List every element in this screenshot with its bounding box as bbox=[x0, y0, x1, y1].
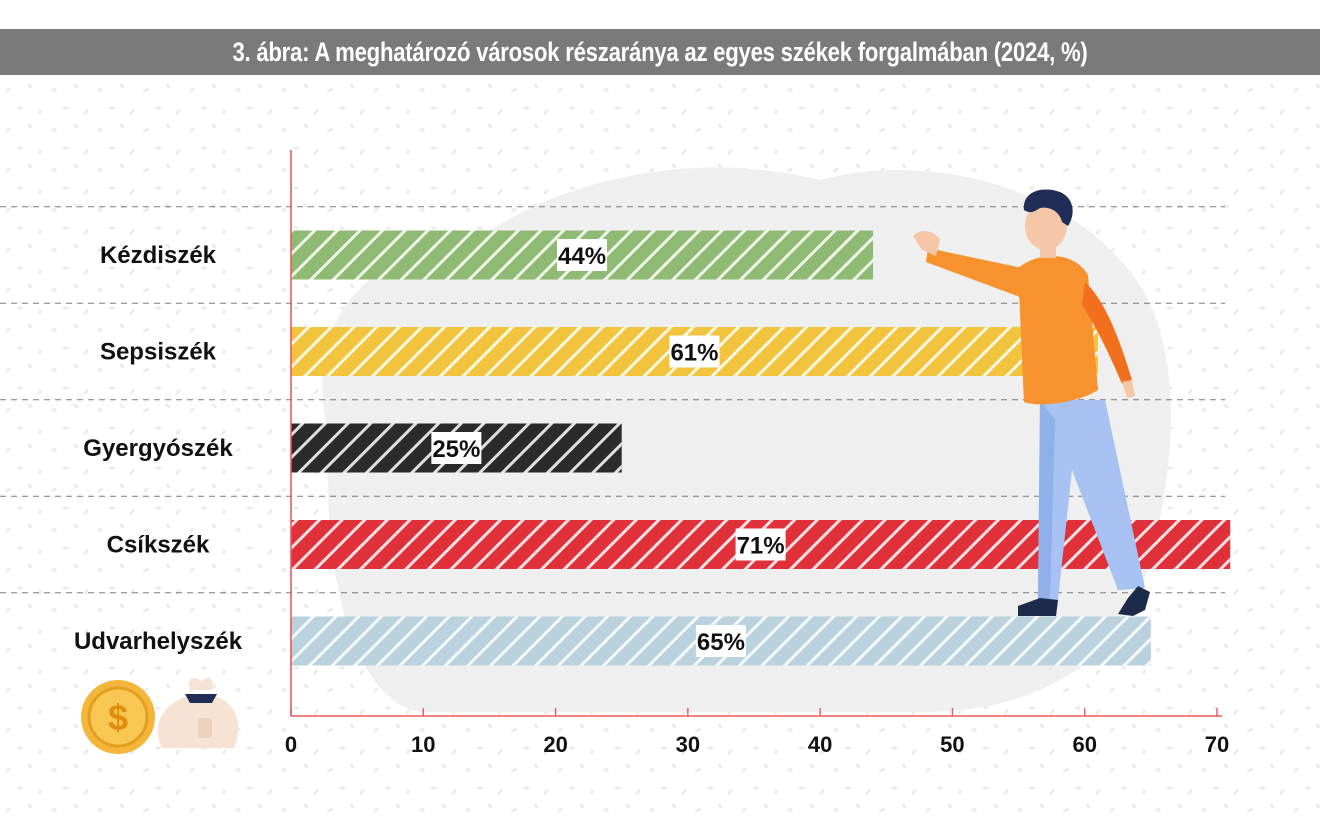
value-label-bg bbox=[431, 432, 482, 464]
value-labels: 44% 61% 25% 71% 65% bbox=[431, 239, 786, 657]
category-label: Gyergyószék bbox=[83, 435, 233, 462]
chart-title: 3. ábra: A meghatározó városok részarány… bbox=[232, 37, 1088, 67]
money-bag-icon bbox=[157, 677, 239, 748]
value-label-bg bbox=[735, 528, 786, 561]
category-label: Sepsiszék bbox=[100, 339, 217, 366]
category-label: Udvarhelyszék bbox=[74, 628, 243, 655]
category-label: Csíkszék bbox=[107, 532, 210, 559]
value-label: 25% bbox=[432, 436, 480, 463]
bars bbox=[291, 230, 1231, 666]
value-label: 44% bbox=[558, 243, 606, 270]
x-tick-label: 20 bbox=[543, 732, 567, 757]
x-axis-ticks: 0 10 20 30 40 50 60 70 bbox=[285, 708, 1229, 757]
x-tick-label: 60 bbox=[1072, 732, 1096, 757]
title-bar bbox=[0, 29, 1320, 75]
x-tick-label: 10 bbox=[411, 732, 435, 757]
value-label: 65% bbox=[697, 629, 745, 656]
value-label-bg bbox=[557, 239, 608, 271]
person-pointing-illustration bbox=[913, 189, 1150, 616]
x-tick-label: 70 bbox=[1205, 732, 1229, 757]
value-label: 61% bbox=[670, 340, 718, 367]
svg-text:$: $ bbox=[108, 697, 128, 738]
value-label-bg bbox=[695, 625, 746, 657]
category-labels: Kézdiszék Sepsiszék Gyergyószék Csíkszék Udv… bbox=[74, 242, 243, 655]
x-tick-label: 40 bbox=[808, 732, 832, 757]
x-tick-label: 50 bbox=[940, 732, 964, 757]
value-label-bg bbox=[669, 335, 720, 368]
x-tick-label: 30 bbox=[676, 732, 700, 757]
category-label: Kézdiszék bbox=[100, 242, 217, 269]
value-label: 71% bbox=[737, 533, 785, 560]
dollar-coin-icon: $ bbox=[81, 680, 155, 754]
x-tick-label: 0 bbox=[285, 732, 297, 757]
